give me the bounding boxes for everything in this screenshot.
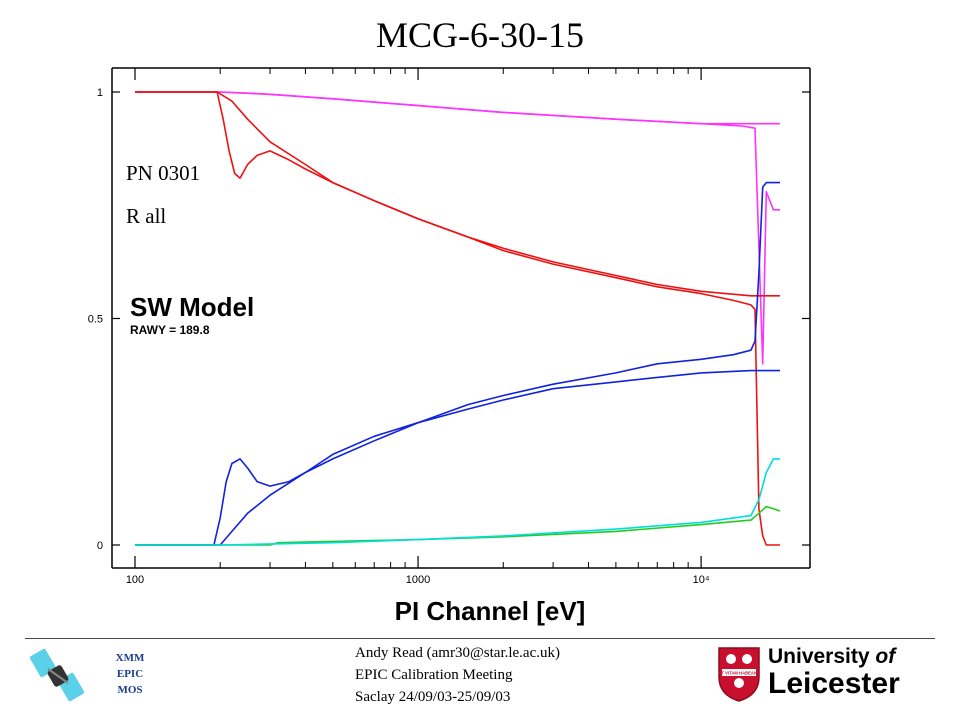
university-line1: University of	[768, 646, 900, 667]
y-tick-label: 0.5	[88, 314, 103, 326]
footer-meeting: EPIC Calibration Meeting	[355, 667, 513, 683]
spectrum-chart: 0 0.5 1 100 1000 10⁴ PN 0301 R all SW Model R…	[88, 67, 811, 626]
university-word: University	[768, 645, 870, 668]
slide-title: MCG-6-30-15	[376, 15, 584, 55]
footer-left-line: MOS	[117, 684, 143, 696]
axis-ticks: 0 0.5 1 100 1000 10⁴	[88, 68, 810, 586]
series-line-1	[135, 91, 780, 125]
annotation-pn: PN 0301	[126, 161, 200, 185]
footer-left-line: EPIC	[116, 668, 144, 680]
university-logo-text: University of Leicester	[768, 646, 900, 699]
footer-left-line: XMM	[115, 652, 145, 664]
footer-presenter-info: Andy Read (amr30@star.le.ac.uk) EPIC Cal…	[355, 642, 560, 708]
series-layer	[135, 91, 781, 546]
footer-author: Andy Read (amr30@star.le.ac.uk)	[355, 645, 560, 661]
university-name: Leicester	[768, 667, 900, 700]
crest-motto: UT VITAM HABEANT	[718, 671, 760, 676]
x-tick-label: 1000	[406, 574, 430, 586]
footer-mission-label: XMM EPIC MOS	[100, 650, 160, 698]
series-line-6	[135, 505, 781, 546]
annotation-r-all: R all	[126, 204, 166, 228]
x-tick-label: 10⁴	[693, 574, 710, 586]
satellite-icon	[29, 648, 85, 702]
x-axis-title: PI Channel [eV]	[395, 596, 586, 626]
university-of: of	[875, 645, 896, 668]
series-line-5	[135, 369, 780, 546]
series-line-3	[135, 91, 780, 297]
model-sublabel: RAWY = 189.8	[130, 323, 210, 337]
footer-divider	[25, 638, 935, 639]
series-line-4	[135, 181, 780, 546]
y-tick-label: 1	[97, 87, 103, 99]
university-crest-icon: UT VITAM HABEANT	[718, 647, 760, 702]
y-tick-label: 0	[97, 540, 103, 552]
x-tick-label: 100	[126, 574, 144, 586]
series-line-0	[135, 91, 780, 365]
footer-location-date: Saclay 24/09/03-25/09/03	[355, 689, 511, 705]
model-label: SW Model	[130, 292, 254, 322]
series-line-7	[135, 458, 780, 546]
